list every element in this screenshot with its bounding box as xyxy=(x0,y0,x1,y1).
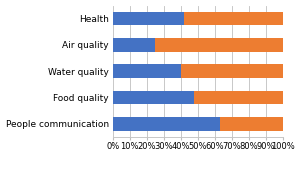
Bar xyxy=(113,64,181,78)
Bar xyxy=(155,38,283,52)
Bar xyxy=(113,38,155,52)
Bar xyxy=(113,12,184,25)
Bar xyxy=(113,117,220,131)
Bar xyxy=(181,64,283,78)
Bar xyxy=(220,117,283,131)
Bar xyxy=(194,90,283,104)
Bar xyxy=(113,90,194,104)
Bar xyxy=(184,12,283,25)
